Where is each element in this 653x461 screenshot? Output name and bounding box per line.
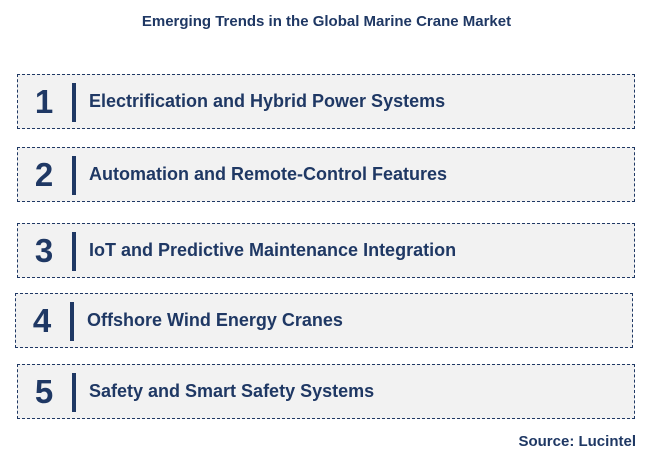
- trend-number: 2: [34, 155, 54, 193]
- trend-item-4: 4 Offshore Wind Energy Cranes: [15, 293, 633, 348]
- trend-item-1: 1 Electrification and Hybrid Power Syste…: [17, 74, 635, 129]
- source-credit: Source: Lucintel: [518, 433, 636, 450]
- divider-bar: [72, 83, 76, 122]
- divider-bar: [72, 232, 76, 271]
- trend-item-5: 5 Safety and Smart Safety Systems: [17, 364, 635, 419]
- trend-label: IoT and Predictive Maintenance Integrati…: [89, 240, 457, 260]
- trend-label: Automation and Remote-Control Features: [89, 164, 448, 184]
- trend-number: 4: [32, 301, 52, 339]
- trend-number: 3: [34, 231, 54, 269]
- trend-item-3: 3 IoT and Predictive Maintenance Integra…: [17, 223, 635, 278]
- trend-label: Electrification and Hybrid Power Systems: [89, 91, 446, 111]
- trend-number: 1: [34, 82, 54, 120]
- divider-bar: [70, 302, 74, 341]
- page-title: Emerging Trends in the Global Marine Cra…: [141, 13, 512, 30]
- divider-bar: [72, 156, 76, 195]
- trend-item-2: 2 Automation and Remote-Control Features: [17, 147, 635, 202]
- trend-label: Safety and Smart Safety Systems: [89, 381, 375, 401]
- trend-label: Offshore Wind Energy Cranes: [87, 310, 343, 330]
- trend-number: 5: [34, 372, 54, 410]
- divider-bar: [72, 373, 76, 412]
